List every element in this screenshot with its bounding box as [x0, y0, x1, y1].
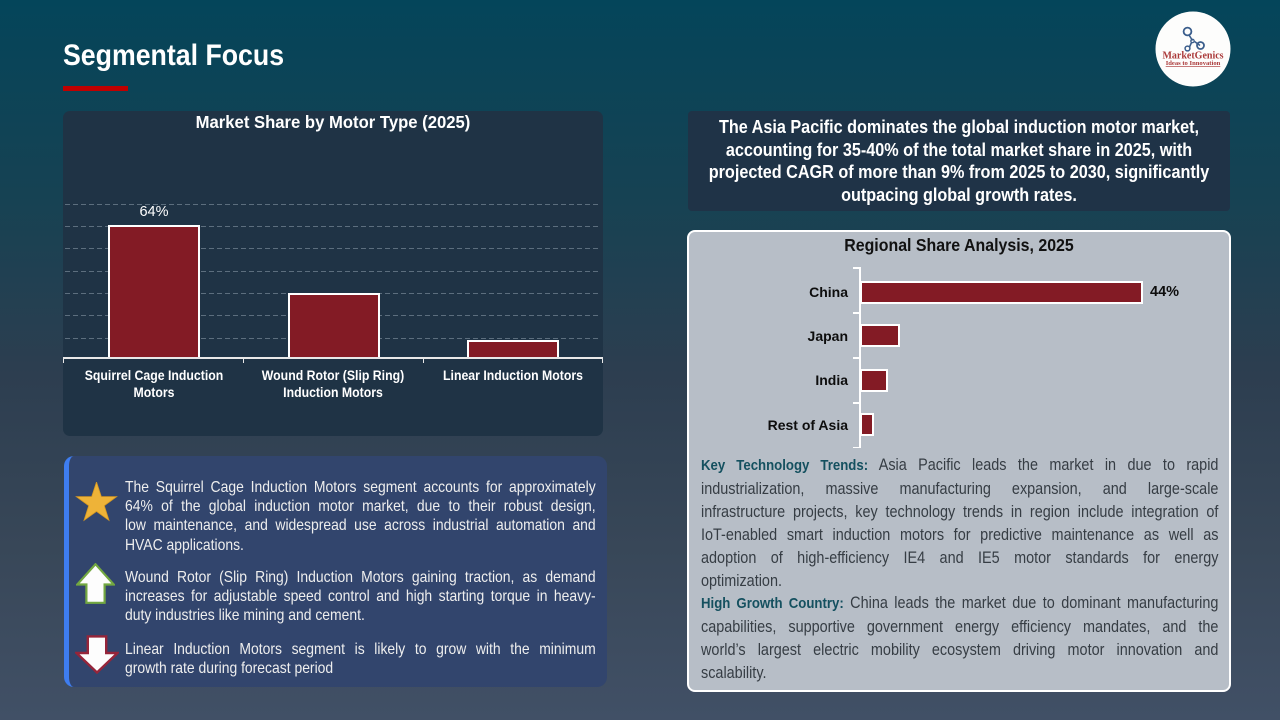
svg-text:Ideas to Innovation: Ideas to Innovation — [1166, 60, 1221, 67]
svg-text:MarketGenics: MarketGenics — [1162, 51, 1223, 62]
